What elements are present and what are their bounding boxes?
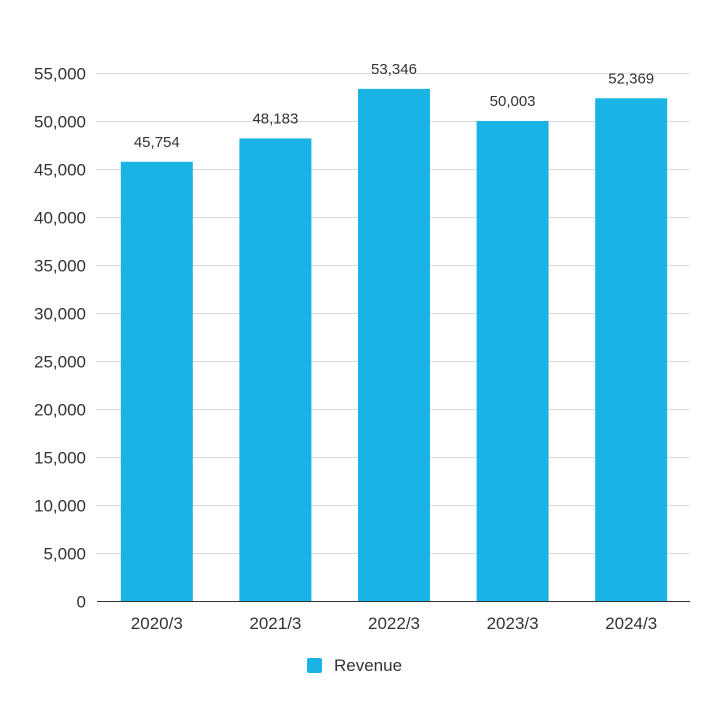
x-tick-label: 2020/3 bbox=[131, 614, 183, 633]
x-tick-label: 2024/3 bbox=[605, 614, 657, 633]
y-tick-label: 55,000 bbox=[34, 65, 86, 84]
bar bbox=[239, 138, 312, 601]
y-tick-label: 10,000 bbox=[34, 497, 86, 516]
data-label: 53,346 bbox=[371, 61, 417, 78]
y-tick-label: 0 bbox=[77, 593, 86, 612]
y-tick-label: 40,000 bbox=[34, 209, 86, 228]
x-tick-label: 2023/3 bbox=[487, 614, 539, 633]
data-label: 52,369 bbox=[608, 70, 654, 87]
data-label: 50,003 bbox=[490, 93, 536, 110]
legend: Revenue bbox=[307, 656, 402, 675]
y-tick-label: 5,000 bbox=[43, 545, 86, 564]
y-tick-label: 35,000 bbox=[34, 257, 86, 276]
x-tick-label: 2021/3 bbox=[249, 614, 301, 633]
x-tick-label: 2022/3 bbox=[368, 614, 420, 633]
legend-label-revenue: Revenue bbox=[334, 656, 402, 675]
bar bbox=[120, 161, 193, 601]
bar bbox=[476, 120, 549, 602]
y-tick-label: 50,000 bbox=[34, 113, 86, 132]
y-tick-label: 25,000 bbox=[34, 353, 86, 372]
y-tick-label: 45,000 bbox=[34, 161, 86, 180]
bar bbox=[358, 88, 430, 601]
y-tick-label: 15,000 bbox=[34, 449, 86, 468]
data-label: 48,183 bbox=[252, 110, 298, 127]
data-label: 45,754 bbox=[134, 134, 180, 151]
y-tick-label: 30,000 bbox=[34, 305, 86, 324]
legend-swatch-revenue bbox=[307, 658, 322, 673]
y-tick-label: 20,000 bbox=[34, 401, 86, 420]
bar bbox=[595, 98, 668, 601]
